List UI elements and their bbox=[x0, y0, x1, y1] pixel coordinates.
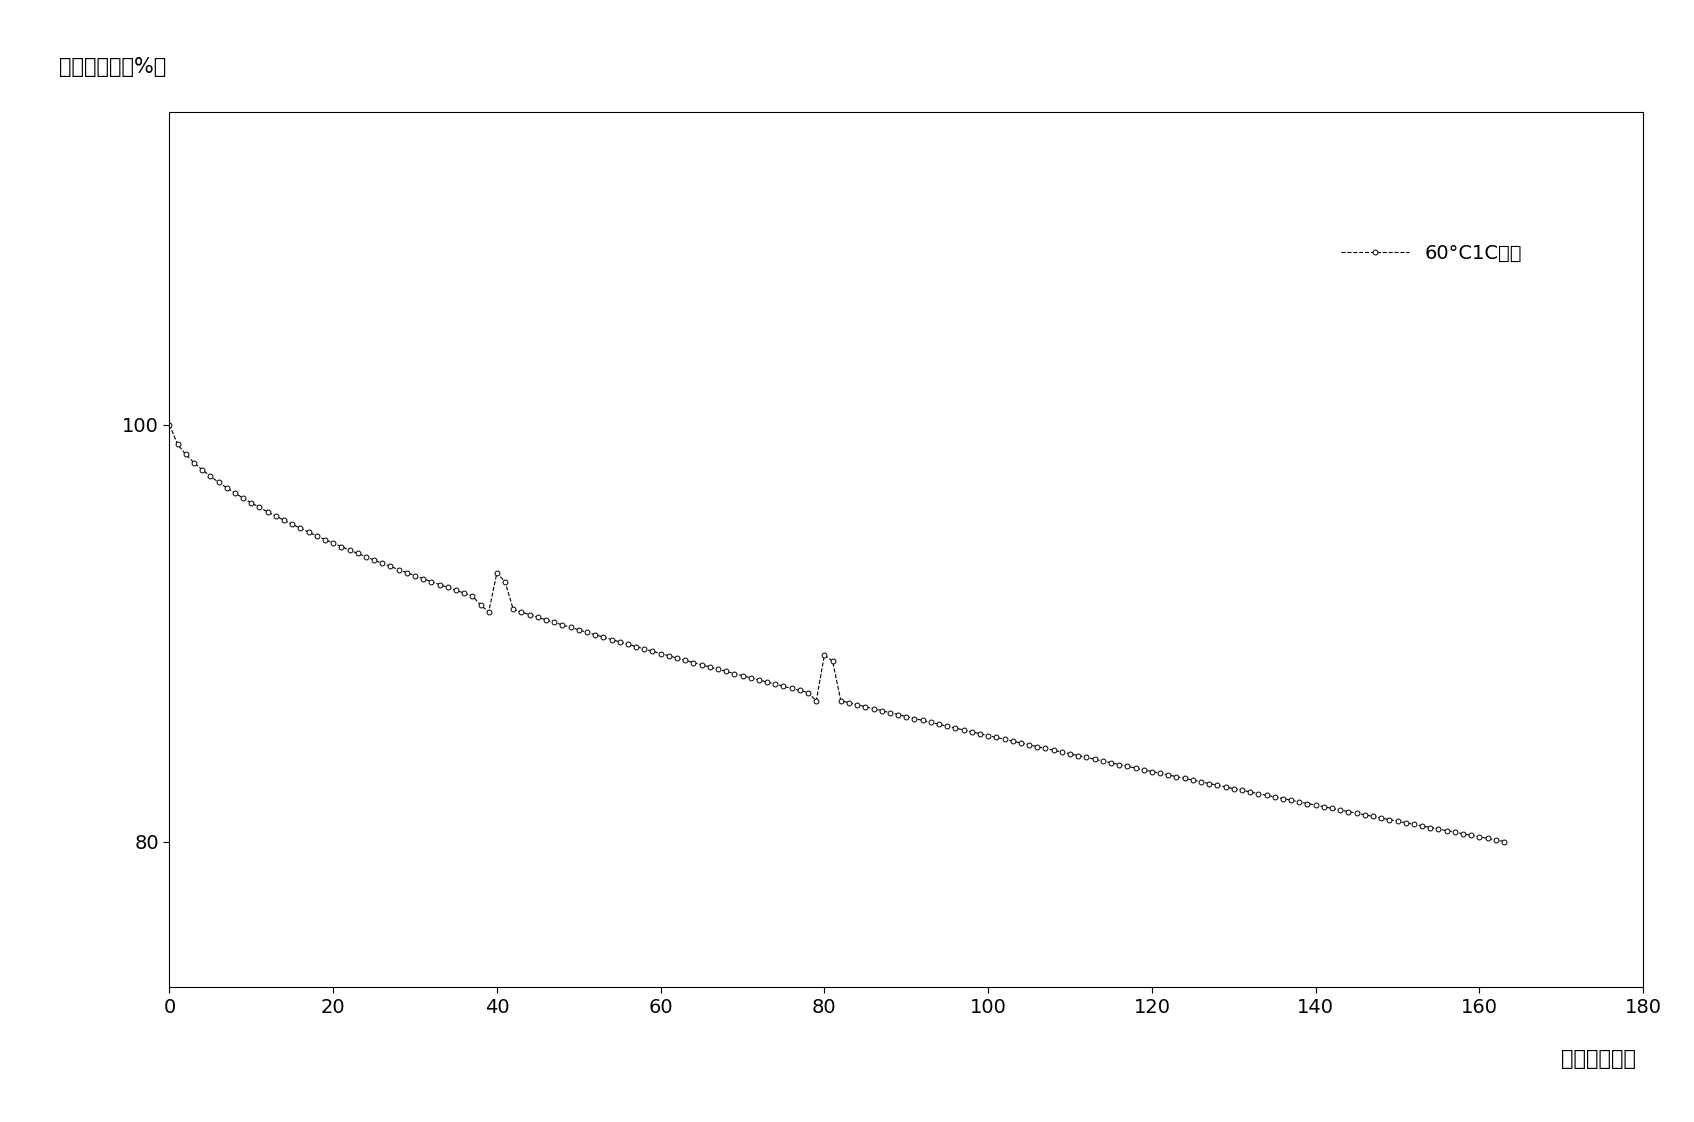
60°C1C循环 bbox=[1133, 763, 1154, 776]
60°C1C循环 bbox=[798, 686, 818, 699]
60°C1C循环 bbox=[1428, 822, 1448, 836]
Line: 60°C1C循环: 60°C1C循环 bbox=[168, 422, 1506, 844]
60°C1C循环 bbox=[1494, 835, 1514, 848]
Legend: 60°C1C循环: 60°C1C循环 bbox=[1333, 236, 1530, 270]
60°C1C循环 bbox=[700, 660, 720, 673]
Y-axis label: 容量保持率（%）: 容量保持率（%） bbox=[59, 57, 166, 77]
60°C1C循环 bbox=[159, 419, 180, 432]
60°C1C循环 bbox=[1191, 775, 1211, 789]
X-axis label: （循环周数）: （循环周数） bbox=[1562, 1049, 1636, 1068]
60°C1C循环 bbox=[364, 553, 385, 567]
